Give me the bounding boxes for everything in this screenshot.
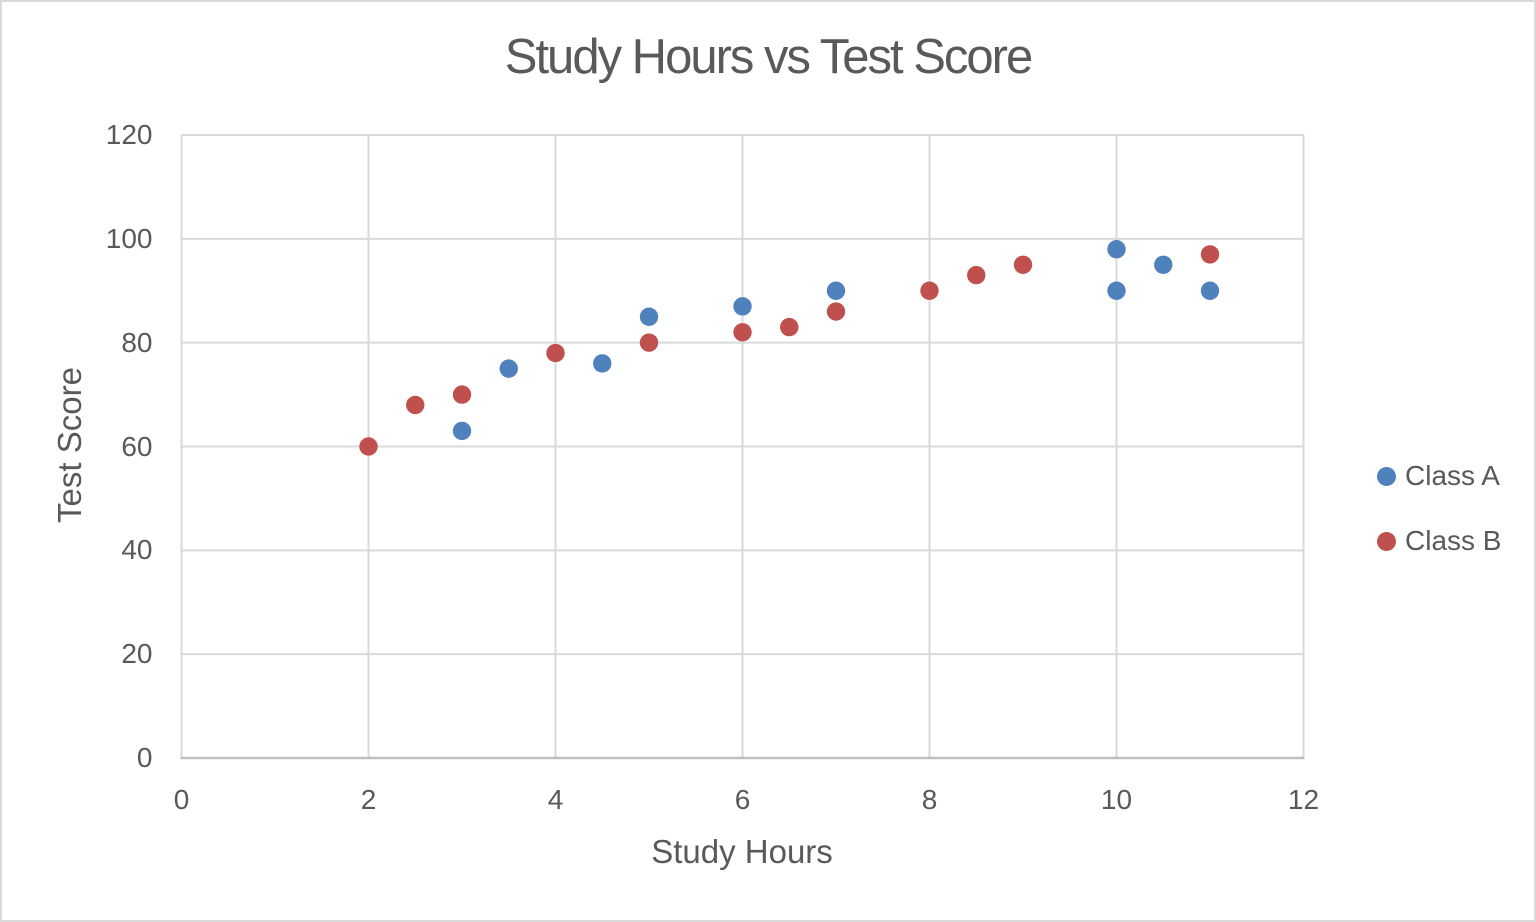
y-tick-label: 80 [121,326,153,358]
data-point-class-a [1107,240,1126,259]
legend-label: Class A [1405,460,1500,491]
y-tick-label: 0 [136,742,153,773]
gridlines [180,134,1305,758]
x-tick-label: 2 [360,784,377,815]
data-point-class-b [546,343,565,363]
data-point-class-a [1154,255,1173,274]
legend-item-class-a: Class A [1377,460,1501,492]
y-tick-label: 120 [105,119,153,150]
legend-marker-icon [1377,531,1396,551]
x-tick-label: 0 [173,784,190,815]
legend-marker-icon [1377,466,1396,486]
data-point-class-a [593,354,612,373]
data-point-class-b [826,302,846,321]
x-tick-label: 6 [734,784,751,815]
legend-item-class-b: Class B [1377,525,1501,557]
x-axis-title: Study Hours [651,833,833,870]
x-tick-label: 4 [547,784,564,815]
legend-label: Class B [1405,525,1502,556]
data-point-class-b [1013,255,1033,274]
data-points [359,240,1220,456]
data-point-class-b [733,323,752,342]
data-point-class-b [1200,245,1220,264]
data-point-class-b [920,281,939,300]
data-point-class-a [1200,281,1220,300]
data-point-class-a [733,297,752,316]
data-point-class-a [1107,281,1126,300]
x-tick-label: 12 [1287,784,1320,815]
data-point-class-a [499,359,518,378]
y-tick-label: 60 [121,430,153,462]
legend: Class A Class B [1377,460,1501,590]
chart-title: Study Hours vs Test Score [504,30,1033,84]
x-tick-label: 10 [1100,784,1133,815]
y-tick-label: 100 [105,222,153,254]
data-point-class-a [452,421,472,441]
y-tick-label: 40 [121,534,153,566]
data-point-class-b [967,265,986,285]
data-point-class-b [639,333,659,352]
data-point-class-b [359,437,378,456]
y-tick-label: 20 [121,638,153,670]
data-point-class-a [826,281,846,300]
data-point-class-b [780,317,799,337]
x-tick-label: 8 [921,784,938,815]
y-axis-title: Test Score [51,367,88,523]
data-point-class-b [452,385,472,404]
data-point-class-b [406,395,425,415]
data-point-class-a [639,307,659,326]
